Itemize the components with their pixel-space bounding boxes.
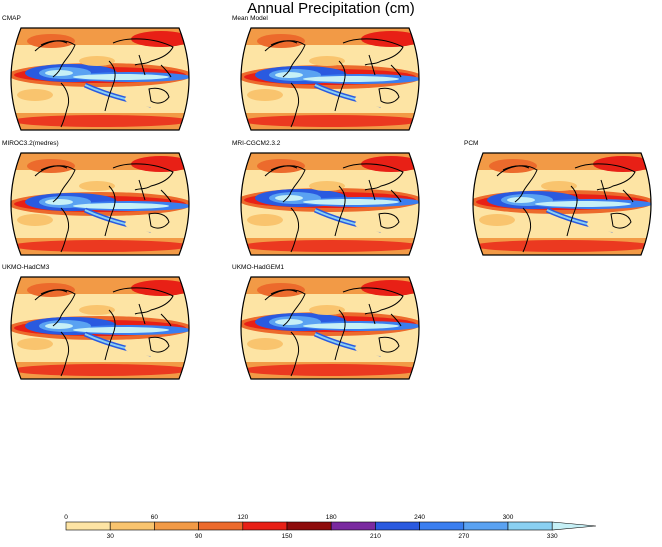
precipitation-map bbox=[10, 27, 190, 131]
map-panel-mean-model bbox=[231, 25, 429, 133]
panel-label-pcm: PCM bbox=[464, 140, 479, 147]
precipitation-map bbox=[10, 276, 190, 380]
colorbar-tick-bottom: 90 bbox=[195, 533, 203, 540]
precipitation-map bbox=[240, 152, 420, 256]
precipitation-map bbox=[240, 27, 420, 131]
colorbar-tick-top: 300 bbox=[503, 514, 514, 521]
map-panel-mri bbox=[231, 150, 429, 258]
colorbar-tick-bottom: 150 bbox=[282, 533, 293, 540]
map-panel-cmap bbox=[1, 25, 199, 133]
colorbar-tick-top: 120 bbox=[237, 514, 248, 521]
colorbar-tick-bottom: 270 bbox=[458, 533, 469, 540]
colorbar-tick-bottom: 210 bbox=[370, 533, 381, 540]
colorbar-tick-bottom: 30 bbox=[107, 533, 115, 540]
figure-title: Annual Precipitation (cm) bbox=[247, 0, 415, 17]
panel-label-mean-model: Mean Model bbox=[232, 15, 268, 22]
colorbar-tick-bottom: 330 bbox=[547, 533, 558, 540]
colorbar-scale: 0 60 120 180 240 300 30 90 150 210 270 330 bbox=[64, 514, 597, 540]
panel-label-cmap: CMAP bbox=[2, 15, 21, 22]
colorbar-tick-top: 240 bbox=[414, 514, 425, 521]
precipitation-map bbox=[472, 152, 652, 256]
map-panel-hadcm3 bbox=[1, 274, 199, 382]
panel-label-miroc: MIROC3.2(medres) bbox=[2, 140, 59, 147]
colorbar-tick-top: 0 bbox=[64, 514, 68, 521]
precipitation-map bbox=[10, 152, 190, 256]
precipitation-map bbox=[240, 276, 420, 380]
colorbar-tick-top: 60 bbox=[151, 514, 159, 521]
panel-label-hadgem1: UKMO-HadGEM1 bbox=[232, 264, 285, 271]
colorbar-tick-top: 180 bbox=[326, 514, 337, 521]
panel-label-hadcm3: UKMO-HadCM3 bbox=[2, 264, 50, 271]
map-panel-miroc bbox=[1, 150, 199, 258]
map-panel-hadgem1 bbox=[231, 274, 429, 382]
colorbar: 0 60 120 180 240 300 30 90 150 210 270 330 bbox=[0, 508, 662, 542]
panel-label-mri: MRI-CGCM2.3.2 bbox=[232, 140, 281, 147]
map-panel-pcm bbox=[463, 150, 661, 258]
